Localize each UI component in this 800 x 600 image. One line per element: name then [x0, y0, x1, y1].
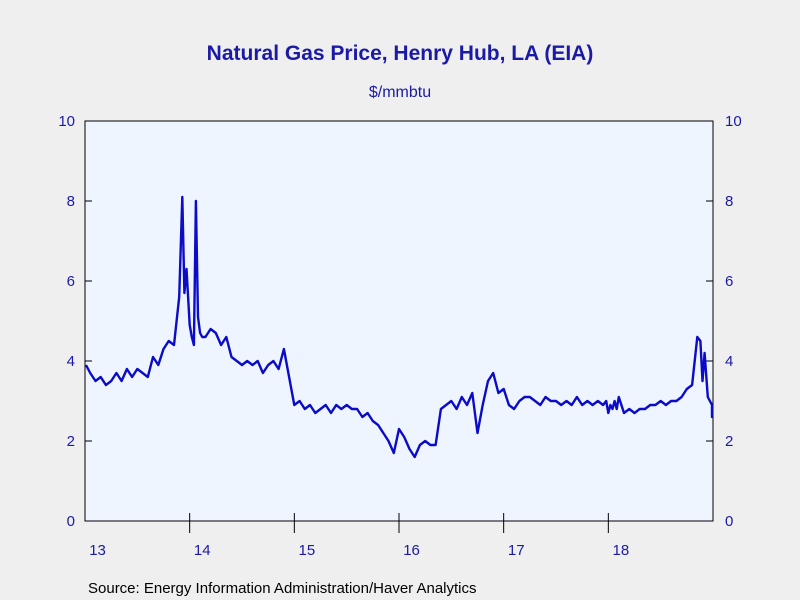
y-tick-label-left: 8 — [67, 193, 75, 210]
x-tick-label: 15 — [299, 542, 316, 559]
y-axis-right-labels: 0 2 4 6 8 10 — [725, 113, 742, 530]
x-tick-label: 14 — [194, 542, 211, 559]
y-axis-left-labels: 0 2 4 6 8 10 — [58, 113, 75, 530]
y-tick-label-left: 2 — [67, 433, 75, 450]
price-line — [84, 195, 714, 459]
y-tick-label-left: 4 — [67, 353, 75, 370]
x-tick-label: 13 — [89, 542, 106, 559]
x-tick-label: 17 — [508, 542, 525, 559]
x-tick-label: 18 — [613, 542, 630, 559]
chart-subtitle: $/mmbtu — [369, 84, 431, 101]
plot-area — [84, 120, 714, 522]
y-tick-label-left: 0 — [67, 513, 75, 530]
y-tick-label-right: 0 — [725, 513, 733, 530]
source-note: Source: Energy Information Administratio… — [88, 580, 477, 597]
x-tick-label: 16 — [403, 542, 420, 559]
chart-title: Natural Gas Price, Henry Hub, LA (EIA) — [207, 42, 594, 65]
y-tick-label-left: 6 — [67, 273, 75, 290]
y-tick-label-left: 10 — [58, 113, 75, 130]
y-tick-label-right: 4 — [725, 353, 733, 370]
y-tick-label-right: 6 — [725, 273, 733, 290]
y-tick-label-right: 2 — [725, 433, 733, 450]
y-tick-label-right: 8 — [725, 193, 733, 210]
tick-marks — [85, 120, 713, 533]
x-axis-labels: 13 14 15 16 17 18 — [89, 542, 629, 559]
y-tick-label-right: 10 — [725, 113, 742, 130]
